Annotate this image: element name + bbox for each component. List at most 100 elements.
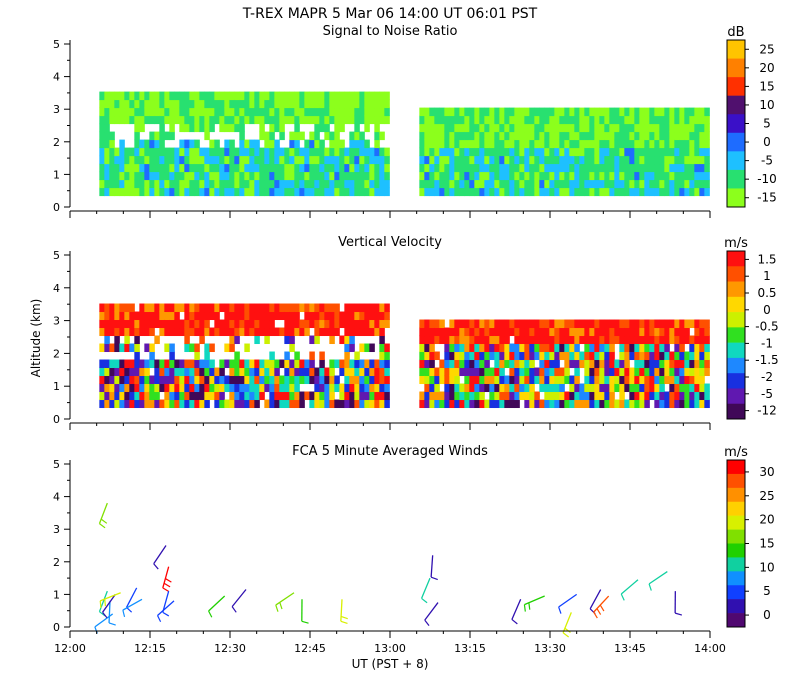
data-cell [489, 327, 495, 337]
data-cell [229, 367, 235, 377]
data-cell [654, 131, 660, 141]
data-cell [364, 91, 370, 101]
data-cell [169, 147, 175, 157]
data-cell [644, 147, 650, 157]
colorbar-swatch [727, 357, 745, 374]
data-cell [294, 187, 300, 197]
data-cell [129, 115, 135, 125]
data-cell [229, 147, 235, 157]
data-cell [554, 107, 560, 117]
data-cell [519, 367, 525, 377]
data-cell [214, 179, 220, 189]
data-cell [119, 319, 125, 329]
data-cell [369, 147, 375, 157]
data-cell [384, 367, 390, 377]
data-cell [464, 187, 470, 197]
data-cell [184, 319, 190, 329]
data-cell [549, 391, 555, 401]
data-cell [139, 115, 145, 125]
data-cell [294, 383, 300, 393]
data-cell [359, 383, 365, 393]
data-cell [249, 163, 255, 173]
data-cell [579, 383, 585, 393]
data-cell [504, 335, 510, 345]
data-cell [434, 139, 440, 149]
data-cell [649, 187, 655, 197]
data-cell [374, 107, 380, 117]
data-cell [294, 139, 300, 149]
data-cell [674, 343, 680, 353]
data-cell [364, 139, 370, 149]
data-cell [654, 319, 660, 329]
data-cell [249, 367, 255, 377]
data-cell [324, 171, 330, 181]
data-cell [459, 335, 465, 345]
data-cell [249, 383, 255, 393]
data-cell [464, 123, 470, 133]
data-cell [589, 123, 595, 133]
data-cell [114, 335, 120, 345]
data-cell [384, 351, 390, 361]
data-cell [229, 327, 235, 337]
data-cell [284, 179, 290, 189]
data-cell [379, 179, 385, 189]
data-cell [349, 399, 355, 409]
data-cell [474, 179, 480, 189]
data-cell [484, 351, 490, 361]
data-cell [344, 163, 350, 173]
data-cell [699, 351, 705, 361]
data-cell [184, 163, 190, 173]
data-cell [379, 147, 385, 157]
data-cell [554, 131, 560, 141]
data-cell [534, 139, 540, 149]
data-cell [289, 155, 295, 165]
data-cell [349, 303, 355, 313]
data-cell [144, 399, 150, 409]
data-cell [209, 327, 215, 337]
data-cell [594, 139, 600, 149]
data-cell [349, 155, 355, 165]
data-cell [429, 163, 435, 173]
data-cell [529, 171, 535, 181]
data-cell [119, 399, 125, 409]
data-cell [314, 327, 320, 337]
data-cell [329, 115, 335, 125]
data-cell [304, 115, 310, 125]
data-cell [104, 171, 110, 181]
data-cell [179, 359, 185, 369]
data-cell [269, 163, 275, 173]
data-cell [699, 155, 705, 165]
data-cell [454, 399, 460, 409]
data-cell [134, 147, 140, 157]
data-cell [659, 179, 665, 189]
data-cell [249, 179, 255, 189]
data-cell [354, 391, 360, 401]
data-cell [579, 335, 585, 345]
data-cell [284, 99, 290, 109]
data-cell [549, 155, 555, 165]
data-cell [374, 163, 380, 173]
data-cell [194, 327, 200, 337]
data-cell [289, 399, 295, 409]
data-cell [174, 319, 180, 329]
colorbar-unit: dB [727, 25, 744, 40]
data-cell [214, 155, 220, 165]
colorbar-frame [726, 250, 746, 420]
data-cell [179, 303, 185, 313]
data-cell [544, 155, 550, 165]
data-cell [319, 99, 325, 109]
data-cell [564, 335, 570, 345]
data-cell [379, 343, 385, 353]
data-cell [279, 115, 285, 125]
data-cell [234, 107, 240, 117]
data-cell [514, 399, 520, 409]
colorbar-tick-label: -10 [757, 172, 777, 186]
data-cell [284, 171, 290, 181]
data-cell [314, 303, 320, 313]
data-cell [479, 107, 485, 117]
data-cell [554, 147, 560, 157]
data-cell [329, 303, 335, 313]
data-cell [219, 391, 225, 401]
data-cell [239, 131, 245, 141]
